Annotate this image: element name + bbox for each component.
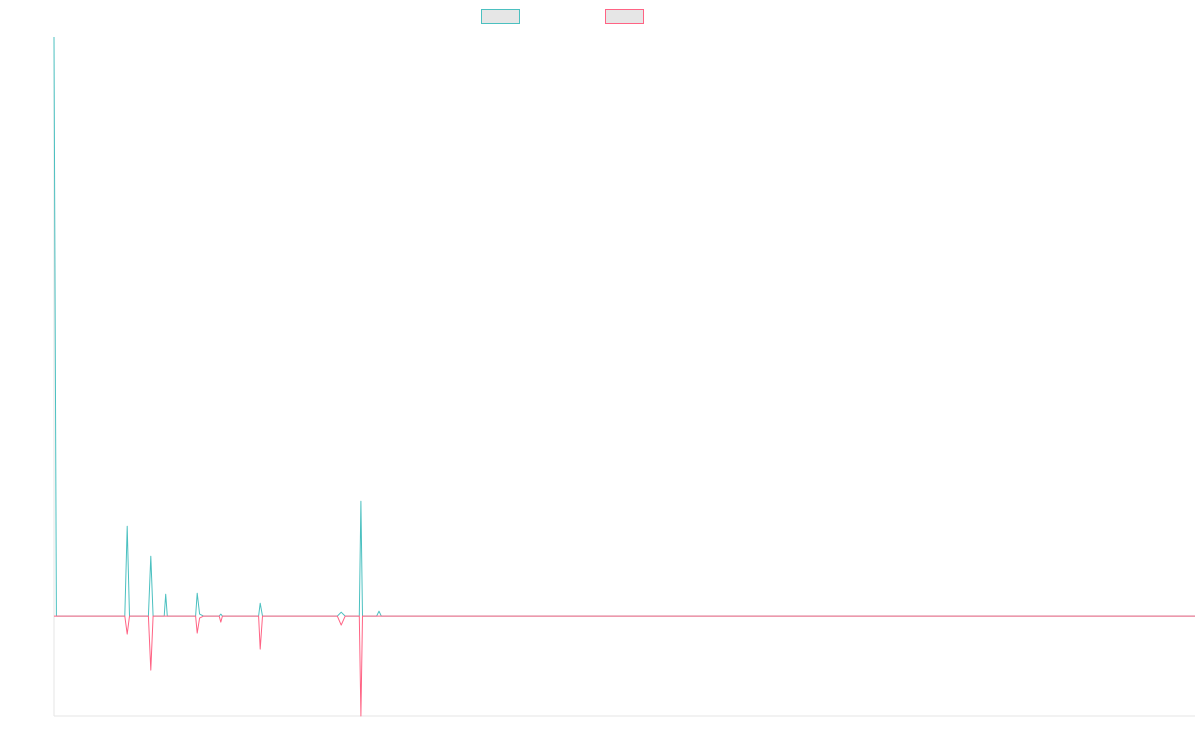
series-layer — [53, 36, 1195, 717]
legend-swatch-series-b[interactable] — [605, 9, 644, 24]
legend — [0, 9, 1200, 27]
series-line-a — [53, 36, 1195, 617]
legend-swatch-series-a[interactable] — [481, 9, 520, 24]
axes — [53, 37, 1195, 717]
series-line-b — [54, 615, 1195, 717]
